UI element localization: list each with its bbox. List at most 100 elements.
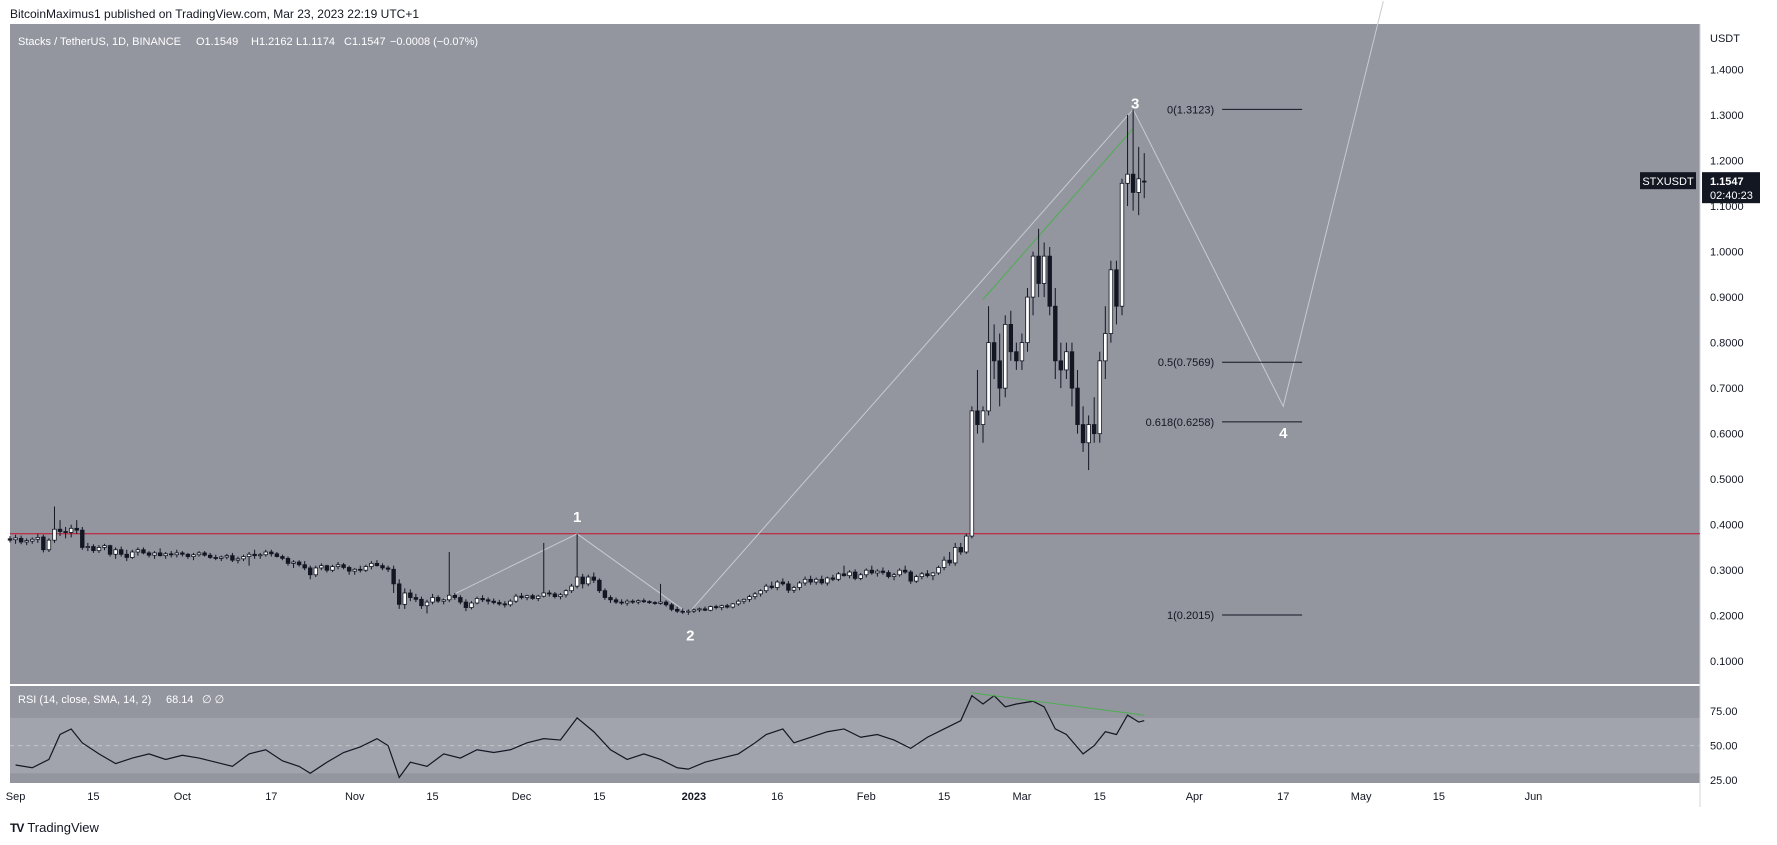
candle[interactable] [396, 583, 402, 605]
candle[interactable] [886, 572, 891, 577]
candle[interactable] [702, 608, 708, 611]
candle[interactable] [485, 599, 491, 602]
candle[interactable] [797, 582, 802, 588]
candle[interactable] [953, 547, 958, 564]
candle[interactable] [725, 605, 730, 608]
candle[interactable] [686, 610, 691, 613]
candle[interactable] [980, 410, 986, 425]
candle[interactable] [324, 565, 330, 571]
candle[interactable] [847, 571, 852, 577]
candle[interactable] [1125, 173, 1130, 184]
candle[interactable] [313, 567, 318, 576]
candle[interactable] [152, 552, 157, 556]
candle[interactable] [41, 536, 46, 551]
candle[interactable] [864, 569, 869, 576]
candle[interactable] [891, 574, 897, 577]
candle[interactable] [841, 573, 847, 577]
candle[interactable] [335, 564, 341, 567]
candle[interactable] [202, 552, 207, 556]
candle[interactable] [30, 538, 35, 542]
candle[interactable] [363, 566, 369, 571]
candle[interactable] [263, 551, 268, 556]
candle[interactable] [46, 539, 52, 551]
candle[interactable] [825, 577, 830, 584]
candle[interactable] [608, 597, 613, 601]
candle[interactable] [508, 600, 513, 606]
candle[interactable] [235, 558, 241, 561]
candle[interactable] [1003, 324, 1008, 389]
candle[interactable] [836, 573, 841, 580]
candle[interactable] [563, 590, 569, 596]
candle[interactable] [680, 610, 685, 613]
candle[interactable] [758, 590, 763, 595]
candle[interactable] [230, 555, 235, 561]
candle[interactable] [547, 592, 552, 595]
candle[interactable] [102, 545, 107, 548]
tradingview-footer[interactable]: TV TradingView [10, 820, 99, 835]
candle[interactable] [124, 553, 129, 558]
candle[interactable] [13, 537, 18, 541]
candle[interactable] [669, 604, 674, 610]
candle[interactable] [174, 552, 179, 556]
candle[interactable] [330, 566, 335, 571]
candle[interactable] [480, 598, 485, 601]
candle[interactable] [213, 557, 218, 559]
candle[interactable] [574, 576, 580, 587]
candle[interactable] [296, 561, 302, 566]
candle[interactable] [791, 587, 797, 591]
candle[interactable] [858, 574, 863, 579]
candle[interactable] [580, 576, 585, 585]
candle[interactable] [24, 540, 29, 543]
candle[interactable] [191, 554, 196, 557]
candle[interactable] [586, 576, 591, 585]
candle[interactable] [1119, 182, 1125, 307]
candle[interactable] [1019, 342, 1025, 362]
candle[interactable] [919, 573, 925, 577]
candle[interactable] [63, 531, 68, 533]
candle[interactable] [308, 567, 313, 576]
candle[interactable] [391, 568, 396, 585]
candle[interactable] [52, 528, 57, 541]
candle[interactable] [975, 410, 980, 425]
candle[interactable] [708, 606, 713, 611]
candle[interactable] [641, 600, 647, 603]
candle[interactable] [869, 569, 874, 574]
candle[interactable] [1053, 305, 1058, 362]
candle[interactable] [786, 583, 791, 591]
candle[interactable] [7, 538, 13, 541]
candle[interactable] [196, 552, 202, 556]
candle[interactable] [513, 595, 519, 602]
candle[interactable] [914, 576, 919, 582]
candle[interactable] [597, 579, 602, 592]
candle[interactable] [1108, 269, 1114, 334]
candle[interactable] [908, 571, 913, 582]
candle[interactable] [380, 565, 385, 569]
candle[interactable] [346, 567, 352, 572]
candle[interactable] [719, 605, 724, 608]
candle[interactable] [163, 553, 168, 557]
candle[interactable] [697, 608, 702, 611]
candle[interactable] [35, 537, 40, 540]
candle[interactable] [91, 546, 96, 552]
candle[interactable] [274, 553, 280, 557]
candle[interactable] [730, 603, 735, 608]
candle[interactable] [541, 592, 546, 597]
candle[interactable] [419, 598, 424, 607]
candle[interactable] [358, 568, 363, 571]
candle[interactable] [1025, 296, 1030, 344]
candle[interactable] [280, 556, 285, 559]
candle[interactable] [552, 593, 558, 598]
candle[interactable] [1041, 255, 1047, 284]
candle[interactable] [902, 569, 908, 573]
candle[interactable] [1064, 351, 1069, 371]
candle[interactable] [536, 595, 541, 599]
candle[interactable] [808, 578, 813, 583]
candle[interactable] [713, 606, 719, 609]
candle[interactable] [936, 567, 941, 574]
candle[interactable] [1080, 424, 1086, 444]
candle[interactable] [519, 595, 524, 598]
candle[interactable] [491, 600, 496, 603]
candle[interactable] [130, 551, 135, 558]
candle[interactable] [1058, 360, 1064, 371]
candle[interactable] [624, 600, 630, 604]
